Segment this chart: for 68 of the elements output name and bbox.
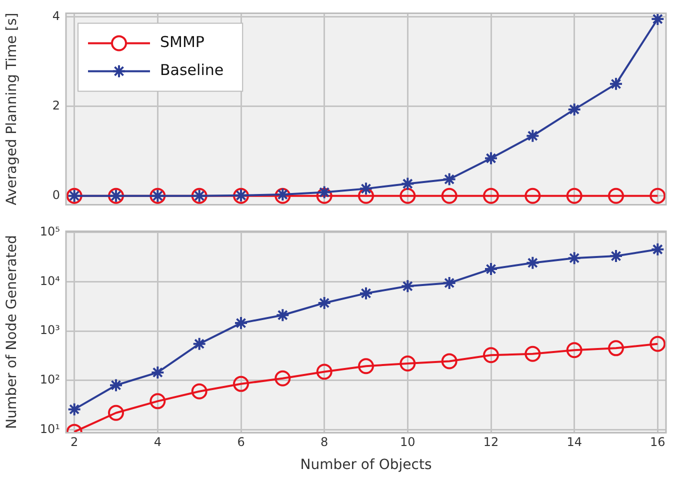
y-tick-label: 10⁵ (40, 224, 60, 238)
legend-label: SMMP (160, 33, 204, 52)
y-tick-label: 10² (40, 372, 60, 387)
x-tick-label: 8 (320, 435, 328, 450)
point (524, 346, 541, 362)
point (566, 342, 582, 358)
x-tick-label: 4 (154, 435, 162, 450)
point (441, 353, 458, 370)
y-tick-label: 0 (52, 188, 60, 202)
point (650, 188, 666, 204)
point (400, 279, 415, 294)
y-tick-label: 10³ (40, 323, 60, 338)
point (316, 364, 332, 380)
point (484, 262, 498, 276)
point (608, 340, 624, 356)
y-tick-label: 2 (52, 98, 60, 112)
point (276, 308, 290, 322)
point (441, 188, 458, 204)
y-tick-label: 10⁴ (40, 274, 60, 288)
point (442, 172, 456, 186)
point (150, 393, 166, 410)
point (526, 128, 540, 143)
point (317, 296, 332, 310)
point (274, 370, 291, 386)
point (524, 188, 541, 204)
point (358, 188, 374, 204)
point (234, 316, 248, 330)
point (67, 402, 82, 416)
point (233, 376, 249, 392)
x-tick-label: 16 (650, 435, 666, 450)
point (650, 13, 665, 26)
point (526, 256, 540, 270)
x-tick-label: 14 (566, 435, 582, 450)
point (359, 286, 373, 300)
y-axis-title: Averaged Planning Time [s] (4, 12, 20, 206)
x-tick-label: 12 (483, 435, 499, 450)
point (650, 242, 665, 256)
point (317, 185, 332, 200)
point (483, 188, 499, 204)
x-tick-label: 10 (400, 435, 416, 450)
point (483, 347, 499, 364)
point (316, 188, 332, 204)
point (359, 182, 373, 196)
point (608, 188, 624, 204)
x-tick-label: 6 (237, 435, 245, 450)
point (400, 176, 415, 191)
x-tick-label: 2 (70, 435, 78, 450)
point (191, 383, 208, 400)
point (567, 251, 582, 266)
point (650, 336, 666, 352)
y-tick-label: 10¹ (40, 422, 60, 436)
x-axis-title: Number of Objects (300, 457, 432, 474)
y-tick-label: 4 (52, 8, 60, 23)
point (358, 358, 374, 374)
point (484, 151, 498, 166)
point (566, 188, 582, 204)
point (609, 76, 623, 91)
point (400, 356, 416, 372)
legend-label: Baseline (160, 61, 224, 80)
point (400, 188, 416, 204)
y-axis-title: Number of Node Generated (4, 235, 20, 429)
point (192, 336, 206, 351)
point (109, 378, 123, 392)
point (108, 404, 124, 421)
point (609, 249, 623, 264)
point (567, 102, 582, 116)
point (150, 365, 165, 380)
point (442, 276, 456, 290)
